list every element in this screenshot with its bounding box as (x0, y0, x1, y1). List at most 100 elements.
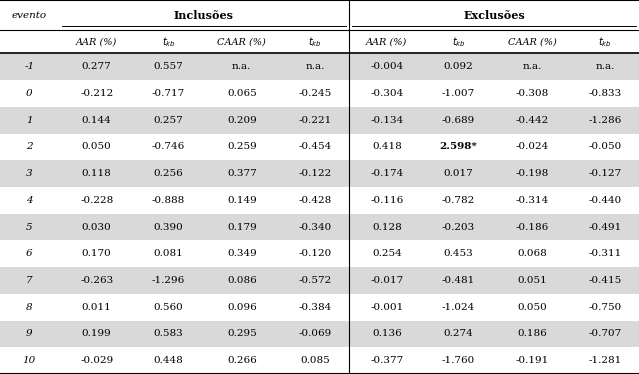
Text: -0.442: -0.442 (515, 116, 548, 125)
Text: n.a.: n.a. (305, 62, 325, 71)
Text: -0.440: -0.440 (589, 196, 622, 205)
Text: -1.024: -1.024 (442, 303, 475, 312)
FancyBboxPatch shape (0, 321, 639, 347)
Text: 6: 6 (26, 249, 33, 258)
Text: 1: 1 (26, 116, 33, 125)
FancyBboxPatch shape (0, 294, 639, 321)
FancyBboxPatch shape (0, 187, 639, 214)
Text: -1.281: -1.281 (589, 356, 622, 365)
Text: -0.384: -0.384 (298, 303, 332, 312)
Text: 9: 9 (26, 329, 33, 338)
Text: -0.029: -0.029 (80, 356, 113, 365)
Text: -0.377: -0.377 (370, 356, 403, 365)
Text: 0.086: 0.086 (227, 276, 257, 285)
Text: -0.746: -0.746 (151, 142, 185, 151)
Text: 0.254: 0.254 (372, 249, 402, 258)
Text: -0.127: -0.127 (589, 169, 622, 178)
Text: CAAR (%): CAAR (%) (217, 37, 266, 46)
Text: 4: 4 (26, 196, 33, 205)
Text: 0.557: 0.557 (153, 62, 183, 71)
Text: 7: 7 (26, 276, 33, 285)
Text: 2: 2 (26, 142, 33, 151)
Text: -0.308: -0.308 (515, 89, 548, 98)
Text: 0.068: 0.068 (517, 249, 547, 258)
Text: -0.017: -0.017 (370, 276, 403, 285)
Text: AAR (%): AAR (%) (76, 37, 118, 46)
Text: -0.263: -0.263 (80, 276, 113, 285)
Text: -0.024: -0.024 (515, 142, 548, 151)
Text: 0.277: 0.277 (82, 62, 112, 71)
Text: -0.120: -0.120 (298, 249, 332, 258)
FancyBboxPatch shape (0, 240, 639, 267)
Text: 0.274: 0.274 (443, 329, 473, 338)
FancyBboxPatch shape (0, 53, 639, 80)
Text: 8: 8 (26, 303, 33, 312)
Text: CAAR (%): CAAR (%) (507, 37, 557, 46)
FancyBboxPatch shape (0, 160, 639, 187)
Text: -0.174: -0.174 (370, 169, 403, 178)
Text: $t_{kb}$: $t_{kb}$ (308, 35, 322, 49)
Text: 0.179: 0.179 (227, 223, 257, 232)
Text: -0.428: -0.428 (298, 196, 332, 205)
Text: 0.257: 0.257 (153, 116, 183, 125)
Text: -1: -1 (24, 62, 35, 71)
Text: 0.377: 0.377 (227, 169, 257, 178)
Text: -0.001: -0.001 (370, 303, 403, 312)
Text: Exclusões: Exclusões (463, 10, 525, 21)
Text: -0.221: -0.221 (298, 116, 332, 125)
Text: 0.256: 0.256 (153, 169, 183, 178)
Text: -0.340: -0.340 (298, 223, 332, 232)
FancyBboxPatch shape (0, 134, 639, 160)
Text: 0.560: 0.560 (153, 303, 183, 312)
Text: -0.491: -0.491 (589, 223, 622, 232)
Text: 0.199: 0.199 (82, 329, 112, 338)
Text: $t_{kb}$: $t_{kb}$ (452, 35, 465, 49)
Text: -1.760: -1.760 (442, 356, 475, 365)
Text: 0.448: 0.448 (153, 356, 183, 365)
Text: -0.707: -0.707 (589, 329, 622, 338)
Text: -0.314: -0.314 (515, 196, 548, 205)
FancyBboxPatch shape (0, 0, 639, 30)
Text: -0.717: -0.717 (151, 89, 185, 98)
Text: -0.245: -0.245 (298, 89, 332, 98)
Text: -0.750: -0.750 (589, 303, 622, 312)
Text: 0.418: 0.418 (372, 142, 402, 151)
Text: -0.833: -0.833 (589, 89, 622, 98)
Text: -1.007: -1.007 (442, 89, 475, 98)
Text: 2.598*: 2.598* (440, 142, 477, 151)
Text: -0.134: -0.134 (370, 116, 403, 125)
Text: -0.888: -0.888 (151, 196, 185, 205)
Text: -0.481: -0.481 (442, 276, 475, 285)
Text: -0.415: -0.415 (589, 276, 622, 285)
Text: -0.116: -0.116 (370, 196, 403, 205)
Text: 0.259: 0.259 (227, 142, 257, 151)
Text: 0.170: 0.170 (82, 249, 112, 258)
Text: evento: evento (12, 11, 47, 20)
Text: $t_{kb}$: $t_{kb}$ (599, 35, 612, 49)
Text: 0: 0 (26, 89, 33, 98)
Text: 0.453: 0.453 (443, 249, 473, 258)
FancyBboxPatch shape (0, 107, 639, 134)
Text: -0.122: -0.122 (298, 169, 332, 178)
Text: 0.136: 0.136 (372, 329, 402, 338)
Text: AAR (%): AAR (%) (366, 37, 408, 46)
Text: 0.390: 0.390 (153, 223, 183, 232)
FancyBboxPatch shape (0, 347, 639, 374)
Text: 0.144: 0.144 (82, 116, 112, 125)
Text: 0.081: 0.081 (153, 249, 183, 258)
FancyBboxPatch shape (0, 80, 639, 107)
Text: 0.209: 0.209 (227, 116, 257, 125)
Text: -0.689: -0.689 (442, 116, 475, 125)
Text: 0.096: 0.096 (227, 303, 257, 312)
Text: 0.050: 0.050 (517, 303, 547, 312)
Text: -0.228: -0.228 (80, 196, 113, 205)
Text: n.a.: n.a. (232, 62, 252, 71)
Text: 0.017: 0.017 (443, 169, 473, 178)
Text: -0.198: -0.198 (515, 169, 548, 178)
Text: 0.186: 0.186 (517, 329, 547, 338)
Text: 0.051: 0.051 (517, 276, 547, 285)
Text: -0.454: -0.454 (298, 142, 332, 151)
Text: 10: 10 (23, 356, 36, 365)
Text: -0.203: -0.203 (442, 223, 475, 232)
Text: -0.572: -0.572 (298, 276, 332, 285)
